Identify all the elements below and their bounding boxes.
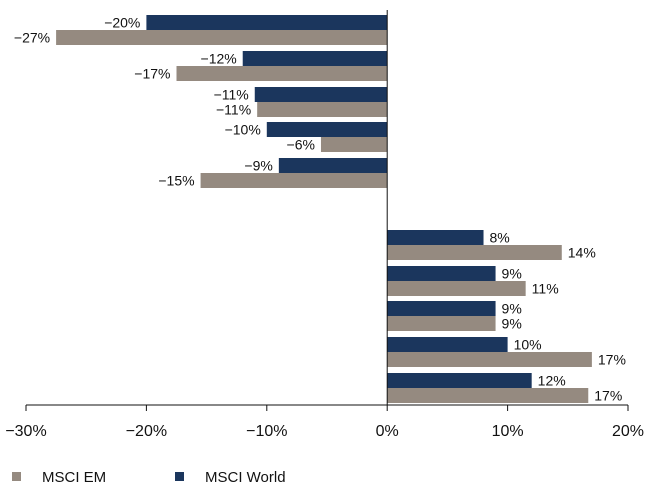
legend-swatch-1 [12, 472, 21, 481]
world-bar-6 [387, 230, 484, 245]
world-bar-9 [387, 337, 508, 352]
world-bar-4 [266, 122, 388, 137]
world-label-7: 9% [502, 266, 522, 282]
world-bar-5 [278, 158, 388, 173]
x-tick-label-6: 20% [612, 423, 644, 440]
world-bar-2 [242, 51, 388, 66]
em-bar-6 [387, 245, 562, 260]
world-label-10: 12% [538, 373, 566, 389]
x-tick-label-2: −20% [126, 423, 167, 440]
em-bar-10 [387, 388, 589, 403]
world-label-2: −12% [201, 51, 237, 67]
em-label-2: −17% [134, 66, 170, 82]
legend: MSCI EM MSCI World [12, 469, 286, 486]
em-bar-3 [257, 102, 388, 117]
em-label-6: 14% [568, 245, 596, 261]
x-tick-label-5: 10% [492, 423, 524, 440]
em-label-9: 17% [598, 352, 626, 368]
em-bar-8 [387, 316, 496, 331]
bars-group [56, 15, 592, 403]
world-label-8: 9% [502, 301, 522, 317]
em-label-5: −15% [158, 173, 194, 189]
em-bar-9 [387, 352, 592, 367]
em-label-8: 9% [502, 316, 522, 332]
world-bar-1 [146, 15, 388, 30]
em-bar-7 [387, 281, 526, 296]
world-label-9: 10% [514, 337, 542, 353]
em-bar-1 [56, 30, 388, 45]
world-label-1: −20% [104, 15, 140, 31]
em-bar-5 [200, 173, 388, 188]
x-tick-label-3: −10% [246, 423, 287, 440]
world-label-3: −11% [214, 87, 249, 103]
legend-label-2: MSCI World [205, 469, 286, 486]
x-axis: −30% −20% −10% 0% 10% 20% [5, 404, 644, 440]
legend-swatch-2 [175, 472, 184, 481]
em-label-1: −27% [14, 30, 50, 46]
em-label-7: 11% [532, 281, 559, 297]
bar-labels-group: −20% −27% −12% −17% −11%−11% −10% −6% −9% −15% 8%… [14, 15, 626, 404]
em-bar-4 [320, 137, 388, 152]
x-tick-label-1: −30% [5, 423, 46, 440]
em-label-4: −6% [287, 137, 315, 153]
legend-label-1: MSCI EM [42, 469, 106, 486]
world-bar-3 [254, 87, 388, 102]
x-tick-label-4: 0% [376, 423, 399, 440]
em-label-3: −11% [216, 102, 251, 118]
world-label-4: −10% [225, 122, 261, 138]
world-label-5: −9% [244, 158, 272, 174]
world-bar-8 [387, 301, 496, 316]
em-label-10: 17% [594, 388, 622, 404]
world-label-6: 8% [490, 230, 510, 246]
world-bar-10 [387, 373, 532, 388]
world-bar-7 [387, 266, 496, 281]
em-bar-2 [176, 66, 388, 81]
